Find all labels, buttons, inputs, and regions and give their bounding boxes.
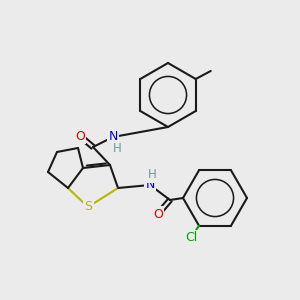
Text: N: N	[145, 178, 155, 191]
Text: O: O	[75, 130, 85, 142]
Text: S: S	[84, 200, 92, 214]
Text: Cl: Cl	[185, 231, 197, 244]
Text: N: N	[108, 130, 118, 143]
Text: H: H	[148, 169, 156, 182]
Text: H: H	[112, 142, 122, 154]
Text: O: O	[153, 208, 163, 220]
